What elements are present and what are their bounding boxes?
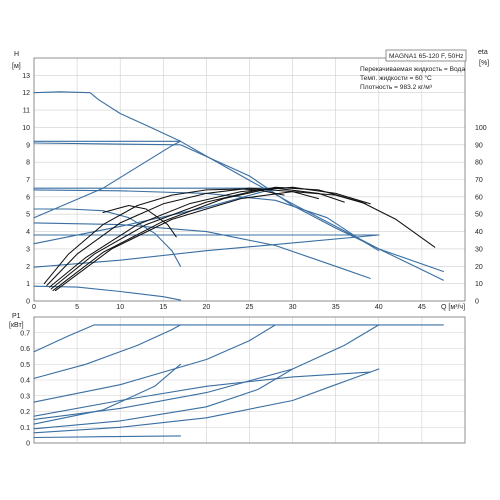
head-curve: [33, 187, 276, 245]
power-curve: [33, 324, 182, 379]
head-tick-label: 5: [26, 212, 30, 219]
flow-axis-label: Q [м³/ч]: [441, 304, 465, 311]
head-tick-label: 2: [26, 264, 30, 271]
head-axis-unit: [м]: [12, 63, 21, 70]
efficiency-axis-unit: [%]: [479, 60, 489, 67]
efficiency-tick-label: 20: [475, 264, 483, 271]
head-tick-label: 8: [26, 160, 30, 167]
power-axis-ticks: 0 0.1 0.2 0.3 0.4 0.5 0.6 0.7: [20, 330, 30, 447]
power-curve: [33, 324, 276, 403]
head-chart-series: [33, 91, 444, 301]
head-tick-label: 0: [26, 299, 30, 306]
power-tick-label: 0.3: [20, 393, 30, 400]
power-chart: 0 0.1 0.2 0.3 0.4 0.5 0.6 0.7 P1 [кВт]: [9, 313, 466, 448]
power-curve: [33, 324, 444, 353]
efficiency-tick-label: 70: [475, 177, 483, 184]
power-curve: [33, 368, 380, 434]
efficiency-tick-label: 100: [475, 125, 487, 132]
head-curve: [33, 285, 182, 301]
power-curve: [33, 435, 182, 439]
info-line-temperature: Темп. жидкости = 60 °C: [360, 74, 432, 82]
head-tick-label: 3: [26, 246, 30, 253]
power-tick-label: 0.2: [20, 409, 30, 416]
head-tick-label: 4: [26, 229, 30, 236]
flow-axis-ticks: 0 5 10 15 20 25 30 35 40 45: [32, 304, 426, 311]
efficiency-curve: [54, 191, 367, 292]
flow-tick-label: 45: [418, 304, 426, 311]
info-box: MAGNA1 65-120 F, 50Hz Перекачиваемая жид…: [360, 49, 467, 91]
info-title: MAGNA1 65-120 F, 50Hz: [389, 53, 463, 60]
power-tick-label: 0.6: [20, 346, 30, 353]
efficiency-tick-label: 0: [475, 299, 479, 306]
power-curve: [33, 324, 380, 420]
power-tick-label: 0.4: [20, 378, 30, 385]
efficiency-tick-label: 80: [475, 160, 483, 167]
info-title-box: [385, 49, 467, 62]
efficiency-axis-ticks: 0 10 20 30 40 50 60 70 80 90 100: [475, 125, 487, 306]
efficiency-curve: [46, 187, 320, 286]
power-curve: [33, 371, 371, 417]
efficiency-curve: [43, 188, 285, 285]
efficiency-curve: [48, 187, 345, 288]
info-line-fluid: Перекачиваемая жидкость = Вода: [360, 66, 465, 73]
efficiency-axis-label: eta: [478, 49, 488, 56]
efficiency-tick-label: 50: [475, 212, 483, 219]
power-tick-label: 0: [26, 441, 30, 448]
head-tick-label: 11: [23, 108, 30, 115]
head-tick-label: 7: [26, 177, 30, 184]
head-curve: [33, 142, 444, 273]
flow-tick-label: 30: [289, 304, 297, 311]
head-chart-grid: [33, 58, 465, 302]
efficiency-curve: [102, 204, 177, 238]
power-curve: [33, 363, 182, 425]
efficiency-curve: [52, 186, 436, 292]
flow-tick-label: 5: [75, 304, 79, 311]
power-axis-label: P1: [12, 313, 21, 320]
power-tick-label: 0.7: [20, 330, 30, 337]
head-tick-label: 6: [26, 194, 30, 201]
power-chart-grid: [33, 317, 465, 444]
power-curve: [33, 368, 294, 430]
head-curve: [33, 208, 182, 267]
flow-tick-label: 20: [203, 304, 211, 311]
head-tick-label: 1: [26, 281, 30, 288]
power-tick-label: 0.1: [20, 425, 30, 432]
info-line-density: Плотность = 983.2 кг/м³: [360, 84, 433, 91]
flow-tick-label: 0: [32, 304, 36, 311]
head-tick-label: 10: [22, 125, 30, 132]
flow-tick-label: 15: [159, 304, 167, 311]
efficiency-tick-label: 40: [475, 229, 483, 236]
head-curve: [33, 234, 380, 268]
flow-tick-label: 40: [375, 304, 383, 311]
efficiency-tick-label: 30: [475, 246, 483, 253]
head-tick-label: 9: [26, 142, 30, 149]
head-tick-label: 12: [22, 90, 30, 97]
flow-tick-label: 25: [246, 304, 254, 311]
head-axis-label: H: [14, 51, 19, 58]
power-chart-frame: [33, 316, 466, 444]
head-tick-label: 13: [22, 73, 30, 80]
power-axis-unit: [кВт]: [9, 322, 24, 329]
efficiency-tick-label: 90: [475, 142, 483, 149]
flow-tick-label: 35: [332, 304, 340, 311]
efficiency-tick-label: 60: [475, 194, 483, 201]
power-chart-series: [33, 324, 444, 439]
flow-tick-label: 10: [116, 304, 124, 311]
head-chart-frame: [33, 57, 466, 302]
efficiency-tick-label: 10: [475, 281, 483, 288]
head-curve: [33, 140, 182, 219]
head-curve: [33, 222, 371, 279]
power-tick-label: 0.5: [20, 362, 30, 369]
